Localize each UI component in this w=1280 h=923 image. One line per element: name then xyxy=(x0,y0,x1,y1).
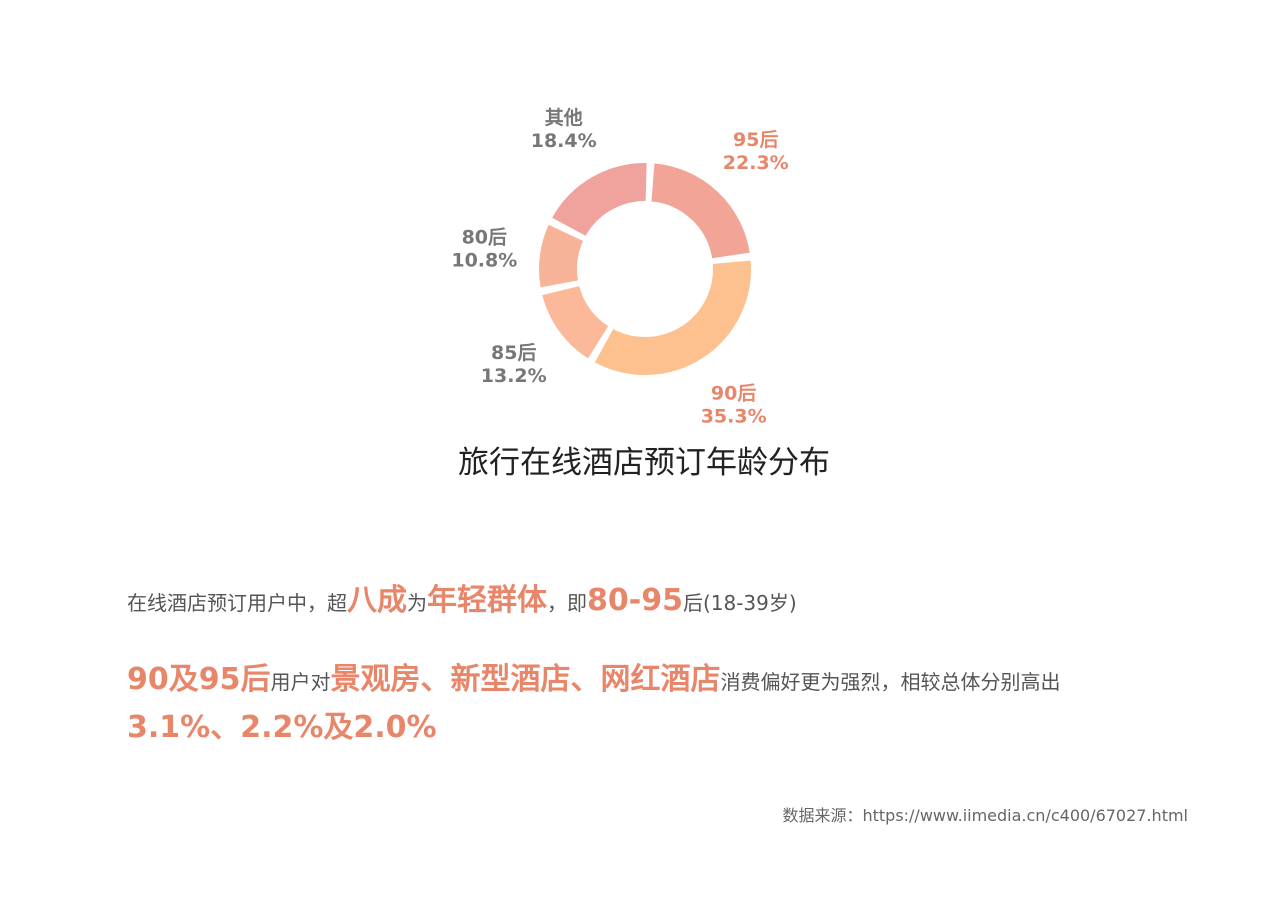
donut-slice-0 xyxy=(649,161,752,261)
donut-slice-3 xyxy=(537,222,586,290)
line1-segment-3-highlight: 年轻群体 xyxy=(427,583,547,618)
summary-line-2: 90及95后用户对景观房、新型酒店、网红酒店消费偏好更为强烈，相较总体分别高出 xyxy=(127,654,1061,698)
slice-category-label-0: 95后 xyxy=(733,129,778,151)
line1-segment-1-highlight: 八成 xyxy=(347,583,407,618)
line2-segment-2-highlight: 景观房、新型酒店、网红酒店 xyxy=(330,662,721,697)
slice-category-label-2: 85后 xyxy=(491,342,536,364)
donut-slice-2 xyxy=(540,283,611,361)
slice-category-label-1: 90后 xyxy=(711,383,756,405)
line1-segment-5-highlight: 80-95 xyxy=(587,583,683,618)
slice-value-label-4: 18.4% xyxy=(531,130,597,152)
slice-value-label-2: 13.2% xyxy=(481,365,547,387)
chart-title: 旅行在线酒店预订年龄分布 xyxy=(458,445,830,481)
line3-segment-0-highlight: 3.1%、2.2%及2.0% xyxy=(127,710,437,745)
slice-category-label-3: 80后 xyxy=(462,226,507,248)
line2-segment-3: 消费偏好更为强烈，相较总体分别高出 xyxy=(720,670,1061,694)
line1-segment-0: 在线酒店预订用户中，超 xyxy=(127,591,347,615)
line2-segment-0-highlight: 90及95后 xyxy=(127,662,271,697)
summary-line-1: 在线酒店预订用户中，超八成为年轻群体，即80-95后(18-39岁) xyxy=(127,575,797,619)
slice-category-label-4: 其他 xyxy=(545,106,583,129)
donut-slice-1 xyxy=(592,258,753,377)
summary-line-3: 3.1%、2.2%及2.0% xyxy=(127,702,437,746)
slice-value-label-3: 10.8% xyxy=(451,249,517,271)
line2-segment-1: 用户对 xyxy=(270,670,331,694)
line1-segment-4: ，即 xyxy=(547,591,587,615)
line1-segment-6: 后(18-39岁) xyxy=(682,591,797,615)
data-source: 数据来源：https://www.iimedia.cn/c400/67027.h… xyxy=(782,806,1188,825)
slice-value-label-1: 35.3% xyxy=(701,406,767,428)
slice-value-label-0: 22.3% xyxy=(723,152,789,174)
donut-slice-4 xyxy=(549,161,649,239)
line1-segment-2: 为 xyxy=(407,591,427,615)
